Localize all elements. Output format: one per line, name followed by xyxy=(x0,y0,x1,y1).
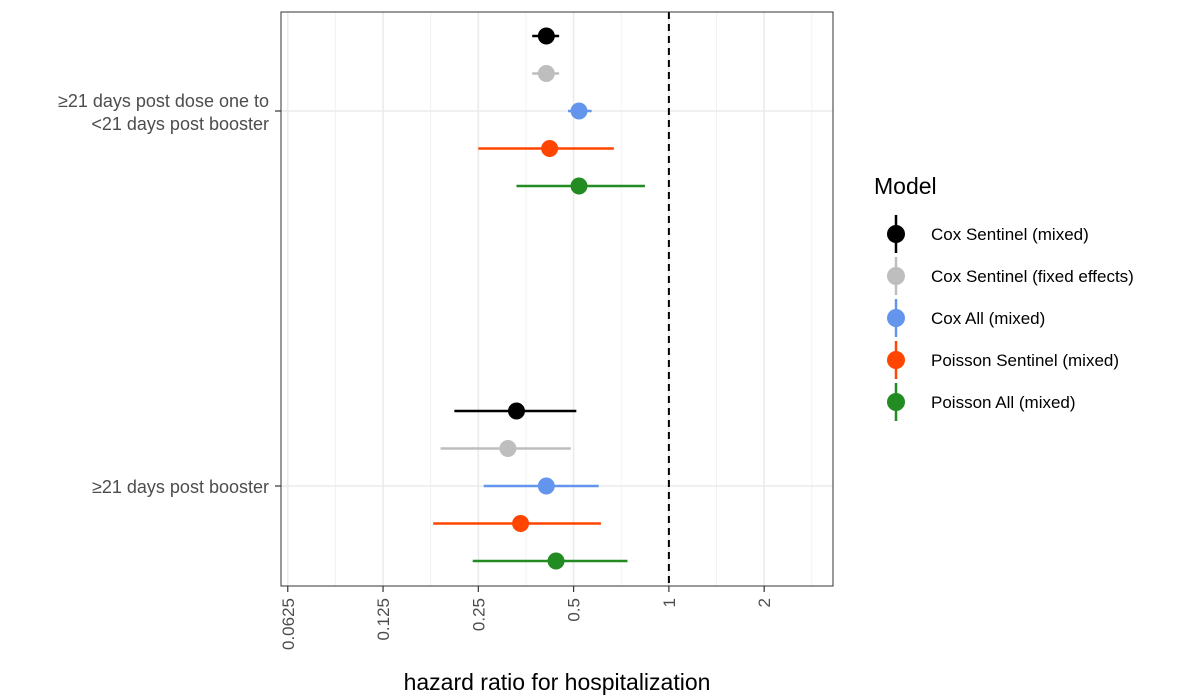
legend-label: Cox Sentinel (mixed) xyxy=(931,225,1089,244)
point-estimate xyxy=(541,140,559,157)
legend-label: Cox Sentinel (fixed effects) xyxy=(931,267,1134,286)
x-tick-label: 1 xyxy=(660,598,679,607)
point-estimate xyxy=(507,402,525,420)
legend-key-point xyxy=(887,393,905,411)
legend-key-point xyxy=(887,309,905,327)
legend-title: Model xyxy=(874,173,937,199)
y-tick-label: ≥21 days post booster xyxy=(92,477,269,497)
point-estimate xyxy=(537,477,555,495)
point-estimate xyxy=(512,515,530,532)
x-tick-label: 0.25 xyxy=(469,598,488,631)
point-estimate xyxy=(499,440,517,457)
legend-label: Poisson All (mixed) xyxy=(931,393,1076,412)
y-tick-label: ≥21 days post dose one to <21 days post b… xyxy=(58,91,269,134)
legend-key-point xyxy=(887,267,905,285)
legend-key-point xyxy=(887,351,905,369)
y-tick-label-line: ≥21 days post booster xyxy=(92,477,269,497)
point-estimate xyxy=(537,65,555,82)
y-axis-ticks: ≥21 days post dose one to <21 days post b… xyxy=(58,91,281,497)
x-tick-label: 2 xyxy=(755,598,774,607)
point-estimate xyxy=(547,552,565,570)
x-tick-label: 0.5 xyxy=(565,598,584,622)
panel-background xyxy=(281,12,833,586)
x-tick-label: 0.125 xyxy=(374,598,393,641)
y-tick-label-line: ≥21 days post dose one to xyxy=(58,91,269,111)
legend: Model Cox Sentinel (mixed) Cox Sentinel (… xyxy=(874,173,1134,421)
point-estimate xyxy=(570,102,588,120)
x-axis-ticks: 0.0625 0.125 0.25 0.5 1 2 xyxy=(279,586,774,650)
point-estimates xyxy=(499,27,588,570)
point-estimate xyxy=(570,177,588,195)
x-axis-title: hazard ratio for hospitalization xyxy=(404,669,711,695)
legend-label: Poisson Sentinel (mixed) xyxy=(931,351,1119,370)
panel-border xyxy=(280,11,834,587)
y-tick-label-line: <21 days post booster xyxy=(91,114,269,134)
legend-key-point xyxy=(887,225,905,243)
legend-label: Cox All (mixed) xyxy=(931,309,1045,328)
point-estimate xyxy=(537,27,555,45)
x-tick-label: 0.0625 xyxy=(279,598,298,650)
